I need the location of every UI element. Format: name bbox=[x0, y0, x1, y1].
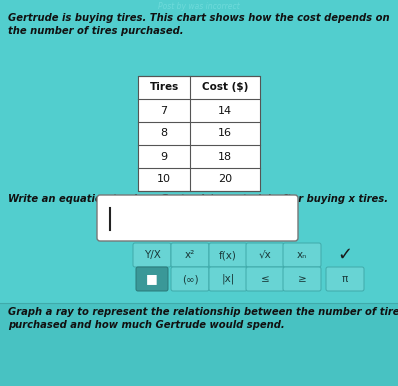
Text: 8: 8 bbox=[160, 129, 168, 139]
FancyBboxPatch shape bbox=[136, 267, 168, 291]
FancyBboxPatch shape bbox=[326, 267, 364, 291]
FancyBboxPatch shape bbox=[283, 243, 321, 267]
Text: ✓: ✓ bbox=[338, 246, 353, 264]
Text: xₙ: xₙ bbox=[297, 250, 307, 260]
Text: √x: √x bbox=[259, 250, 271, 260]
Text: Cost ($): Cost ($) bbox=[202, 83, 248, 93]
FancyBboxPatch shape bbox=[246, 267, 284, 291]
Text: ≥: ≥ bbox=[298, 274, 306, 284]
Text: Y/X: Y/X bbox=[144, 250, 160, 260]
Bar bbox=[138, 76, 260, 191]
Text: Write an equation to show Gertrude's costs (y) after buying x tires.: Write an equation to show Gertrude's cos… bbox=[8, 194, 388, 204]
Text: 7: 7 bbox=[160, 105, 168, 115]
Text: Gertrude is buying tires. This chart shows how the cost depends on
the number of: Gertrude is buying tires. This chart sho… bbox=[8, 13, 390, 36]
Text: 10: 10 bbox=[157, 174, 171, 185]
FancyBboxPatch shape bbox=[171, 243, 209, 267]
FancyBboxPatch shape bbox=[209, 267, 247, 291]
Text: 16: 16 bbox=[218, 129, 232, 139]
FancyBboxPatch shape bbox=[97, 195, 298, 241]
Text: (∞): (∞) bbox=[182, 274, 198, 284]
FancyBboxPatch shape bbox=[171, 267, 209, 291]
Text: 18: 18 bbox=[218, 151, 232, 161]
FancyBboxPatch shape bbox=[246, 243, 284, 267]
FancyBboxPatch shape bbox=[133, 243, 171, 267]
Text: f(x): f(x) bbox=[219, 250, 237, 260]
Text: 9: 9 bbox=[160, 151, 168, 161]
Text: Graph a ray to represent the relationship between the number of tires
purchased : Graph a ray to represent the relationshi… bbox=[8, 307, 398, 330]
Text: π: π bbox=[342, 274, 348, 284]
Text: 14: 14 bbox=[218, 105, 232, 115]
Text: |x|: |x| bbox=[221, 274, 235, 284]
Text: Post by was incorrect: Post by was incorrect bbox=[158, 2, 240, 11]
Bar bbox=[0, 303, 398, 386]
Text: ≤: ≤ bbox=[261, 274, 269, 284]
FancyBboxPatch shape bbox=[209, 243, 247, 267]
Text: ■: ■ bbox=[146, 273, 158, 286]
Text: Tires: Tires bbox=[149, 83, 179, 93]
Text: 20: 20 bbox=[218, 174, 232, 185]
Text: x²: x² bbox=[185, 250, 195, 260]
FancyBboxPatch shape bbox=[283, 267, 321, 291]
